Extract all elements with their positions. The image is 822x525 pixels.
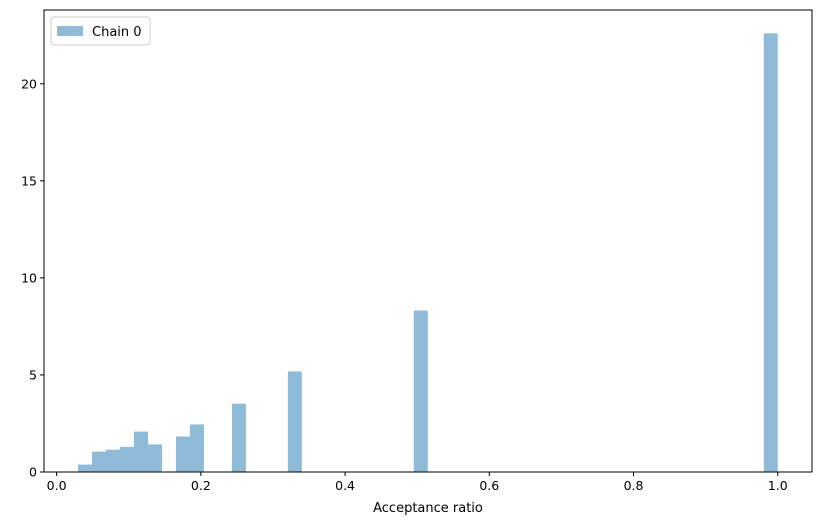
x-axis-label: Acceptance ratio	[373, 501, 483, 516]
x-tick-label-5: 1.0	[768, 478, 788, 493]
histogram-bar-9	[287, 371, 302, 472]
y-tick-label-3: 15	[21, 173, 37, 188]
histogram-bar-5	[147, 444, 162, 472]
histogram-bar-6	[175, 436, 190, 472]
histogram-bar-7	[189, 424, 204, 472]
histogram-bar-8	[231, 403, 246, 472]
x-tick-label-4: 0.8	[624, 478, 644, 493]
histogram-bar-2	[106, 449, 121, 472]
x-tick-label-3: 0.6	[479, 478, 499, 493]
x-tick-label-1: 0.2	[191, 478, 211, 493]
histogram-bar-0	[78, 464, 93, 472]
plot-frame	[43, 9, 813, 473]
x-tick-label-2: 0.4	[335, 478, 355, 493]
x-tick-label-0: 0.0	[47, 478, 67, 493]
histogram-bar-11	[763, 33, 778, 472]
y-tick-label-2: 10	[21, 270, 37, 285]
legend: Chain 0	[50, 16, 151, 46]
legend-label-chain-0: Chain 0	[92, 25, 142, 40]
legend-box	[50, 16, 151, 46]
y-tick-label-1: 5	[29, 367, 37, 382]
y-tick-label-0: 0	[29, 465, 37, 480]
y-tick-label-4: 20	[21, 76, 37, 91]
histogram-bar-4	[133, 431, 148, 472]
histogram-bar-1	[92, 451, 107, 472]
x-axis: 0.0 0.2 0.4 0.6 0.8 1.0	[47, 472, 788, 493]
histogram-bar-10	[413, 310, 428, 472]
histogram-bar-3	[120, 446, 134, 472]
histogram-bars	[78, 33, 778, 472]
y-axis: 0 5 10 15 20	[21, 76, 44, 480]
legend-swatch	[57, 26, 83, 36]
